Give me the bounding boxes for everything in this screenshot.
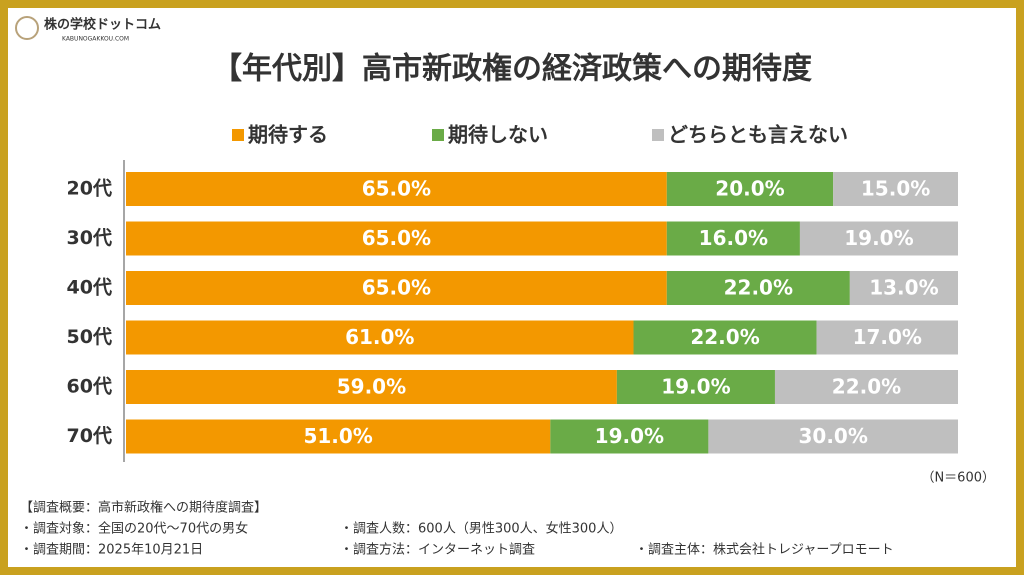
survey-item: ・調査期間：2025年10月21日 <box>20 543 203 558</box>
bar-segment <box>666 221 800 256</box>
value-label: 19.0% <box>661 375 730 399</box>
logo-name: 株の学校ドットコム <box>44 17 161 33</box>
legend-swatch <box>652 129 664 141</box>
bar-segment <box>126 419 551 454</box>
y-tick-label: 50代 <box>67 326 112 348</box>
y-tick-label: 20代 <box>67 178 112 200</box>
bar-segment <box>633 320 817 355</box>
legend-label: どちらとも言えない <box>668 123 848 147</box>
survey-item: ・調査主体：株式会社トレジャープロモート <box>635 542 894 558</box>
bar-segment <box>666 172 834 206</box>
bar-segment <box>126 271 667 305</box>
bar-segment <box>126 221 667 256</box>
value-label: 16.0% <box>699 226 768 250</box>
bar-segment <box>849 271 958 305</box>
legend-swatch <box>432 129 444 141</box>
value-label: 20.0% <box>715 177 784 201</box>
value-label: 22.0% <box>690 325 759 349</box>
bar-segment <box>799 221 958 256</box>
bar-segment <box>708 419 958 454</box>
y-tick-label: 40代 <box>67 277 112 299</box>
bar-segment <box>616 370 775 404</box>
legend-label: 期待する <box>248 123 328 147</box>
survey-heading: 【調査概要：高市新政権への期待度調査】 <box>20 500 267 516</box>
logo-sub: KABUNOGAKKOU.COM <box>62 36 129 43</box>
bar-segment <box>774 370 958 404</box>
survey-item: ・調査方法：インターネット調査 <box>340 542 535 558</box>
y-tick-label: 30代 <box>67 227 112 249</box>
bar-segment <box>833 172 958 206</box>
legend-swatch <box>232 129 244 141</box>
value-label: 22.0% <box>724 276 793 300</box>
logo-icon <box>15 16 39 40</box>
bar-segment <box>816 320 958 355</box>
note: （N＝600） <box>921 471 995 486</box>
bar-segment <box>126 172 667 206</box>
y-tick-label: 70代 <box>67 425 112 447</box>
bar-segment <box>550 419 709 454</box>
value-label: 51.0% <box>303 424 372 448</box>
value-label: 65.0% <box>362 177 431 201</box>
survey-item: ・調査対象：全国の20代～70代の男女 <box>20 521 248 537</box>
value-label: 19.0% <box>844 226 913 250</box>
bar-segment <box>126 370 617 404</box>
value-label: 13.0% <box>869 276 938 300</box>
value-label: 65.0% <box>362 226 431 250</box>
value-label: 19.0% <box>595 424 664 448</box>
chart-title: 【年代別】高市新政権の経済政策への期待度 <box>212 52 812 87</box>
value-label: 22.0% <box>832 375 901 399</box>
value-label: 61.0% <box>345 325 414 349</box>
value-label: 65.0% <box>362 276 431 300</box>
y-tick-label: 60代 <box>67 376 112 398</box>
bar-segment <box>666 271 850 305</box>
value-label: 59.0% <box>337 375 406 399</box>
legend-label: 期待しない <box>448 123 548 147</box>
bar-segment <box>126 320 634 355</box>
value-label: 17.0% <box>853 325 922 349</box>
value-label: 30.0% <box>799 424 868 448</box>
value-label: 15.0% <box>861 177 930 201</box>
survey-item: ・調査人数：600人（男性300人、女性300人） <box>340 521 622 537</box>
